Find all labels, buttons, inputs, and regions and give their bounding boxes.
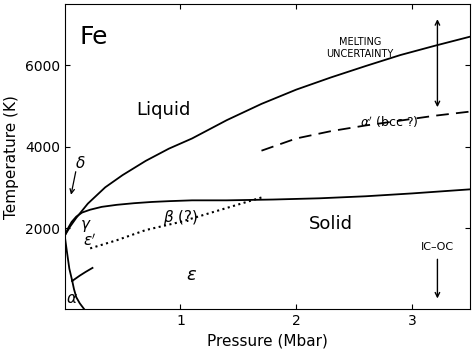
Text: MELTING
UNCERTAINTY: MELTING UNCERTAINTY [326,37,393,59]
Text: $\alpha'$ (bcc ?): $\alpha'$ (bcc ?) [360,114,419,130]
Text: Liquid: Liquid [136,101,190,119]
Y-axis label: Temperature (K): Temperature (K) [4,95,19,219]
Text: Fe: Fe [80,24,108,48]
Text: $\alpha$: $\alpha$ [66,291,78,305]
Text: $\beta$ (?): $\beta$ (?) [163,208,198,227]
Text: IC–OC: IC–OC [421,243,454,252]
Text: $\varepsilon'$: $\varepsilon'$ [83,233,97,249]
Text: $\gamma$: $\gamma$ [80,218,91,234]
Text: $\varepsilon$: $\varepsilon$ [186,266,198,284]
X-axis label: Pressure (Mbar): Pressure (Mbar) [207,334,328,349]
Text: Solid: Solid [309,215,353,233]
Text: $\delta$: $\delta$ [75,155,86,171]
